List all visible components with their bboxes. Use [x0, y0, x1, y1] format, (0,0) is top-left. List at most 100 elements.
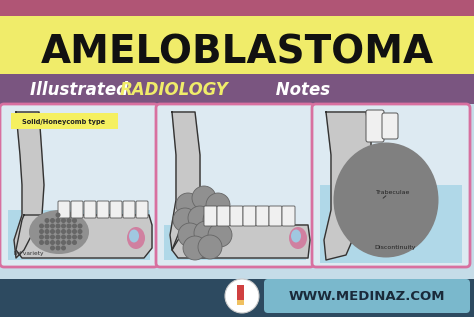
Bar [0, 279, 474, 317]
Circle shape [183, 236, 207, 260]
Circle shape [67, 235, 71, 239]
FancyBboxPatch shape [0, 104, 158, 267]
Circle shape [73, 241, 76, 244]
FancyBboxPatch shape [204, 206, 217, 226]
Ellipse shape [29, 210, 89, 254]
FancyBboxPatch shape [58, 201, 70, 218]
FancyBboxPatch shape [217, 206, 230, 226]
FancyBboxPatch shape [282, 206, 295, 226]
FancyBboxPatch shape [312, 104, 470, 267]
Circle shape [40, 241, 43, 244]
Circle shape [56, 241, 60, 244]
Polygon shape [14, 112, 44, 258]
Circle shape [73, 235, 76, 239]
Polygon shape [170, 112, 200, 250]
Text: lid variety: lid variety [14, 251, 44, 256]
Circle shape [176, 193, 200, 217]
Circle shape [51, 224, 55, 228]
Circle shape [225, 279, 259, 313]
Text: WWW.MEDINAZ.COM: WWW.MEDINAZ.COM [289, 290, 445, 303]
Bar [237, 285, 244, 303]
Circle shape [51, 246, 55, 250]
Circle shape [45, 224, 49, 228]
FancyBboxPatch shape [366, 110, 384, 142]
FancyBboxPatch shape [97, 201, 109, 218]
Circle shape [56, 213, 60, 217]
Circle shape [51, 219, 55, 222]
FancyBboxPatch shape [11, 113, 118, 129]
Bar [0, 0, 474, 16]
Bar [0, 16, 474, 74]
Ellipse shape [129, 230, 139, 243]
Circle shape [67, 224, 71, 228]
Bar [164, 225, 306, 260]
Text: Trabeculae: Trabeculae [376, 190, 410, 195]
Circle shape [45, 235, 49, 239]
Bar [320, 185, 462, 263]
Circle shape [194, 221, 218, 245]
Bar [0, 104, 474, 279]
Circle shape [62, 235, 65, 239]
Circle shape [51, 235, 55, 239]
FancyBboxPatch shape [156, 104, 314, 267]
Circle shape [78, 235, 82, 239]
Polygon shape [324, 112, 371, 260]
Circle shape [62, 224, 65, 228]
Text: Solid/Honeycomb type: Solid/Honeycomb type [22, 119, 106, 125]
Circle shape [73, 230, 76, 233]
Circle shape [67, 230, 71, 233]
Circle shape [40, 224, 43, 228]
Text: Illustrated: Illustrated [30, 81, 134, 99]
FancyBboxPatch shape [123, 201, 135, 218]
FancyBboxPatch shape [110, 201, 122, 218]
Bar [0, 74, 474, 104]
Circle shape [67, 241, 71, 244]
Circle shape [178, 223, 202, 247]
Circle shape [56, 235, 60, 239]
FancyBboxPatch shape [264, 279, 470, 313]
Circle shape [45, 219, 49, 222]
Ellipse shape [289, 227, 307, 249]
Circle shape [62, 230, 65, 233]
Circle shape [173, 208, 197, 232]
Circle shape [62, 219, 65, 222]
FancyBboxPatch shape [136, 201, 148, 218]
Circle shape [56, 230, 60, 233]
Ellipse shape [127, 227, 145, 249]
FancyBboxPatch shape [230, 206, 243, 226]
Bar [8, 210, 150, 260]
Circle shape [40, 230, 43, 233]
Circle shape [188, 206, 212, 230]
Polygon shape [172, 225, 310, 258]
FancyBboxPatch shape [84, 201, 96, 218]
Circle shape [192, 186, 216, 210]
Text: AMELOBLASTOMA: AMELOBLASTOMA [40, 33, 434, 71]
Circle shape [56, 219, 60, 222]
Circle shape [78, 230, 82, 233]
Circle shape [56, 246, 60, 250]
Bar [237, 300, 244, 305]
Circle shape [206, 193, 230, 217]
FancyBboxPatch shape [382, 113, 398, 139]
Circle shape [45, 230, 49, 233]
Circle shape [56, 224, 60, 228]
FancyBboxPatch shape [256, 206, 269, 226]
Text: Discontinuity: Discontinuity [374, 245, 416, 250]
Ellipse shape [334, 143, 438, 257]
FancyBboxPatch shape [243, 206, 256, 226]
Circle shape [203, 208, 227, 232]
Circle shape [198, 235, 222, 259]
Ellipse shape [291, 230, 301, 243]
Circle shape [67, 219, 71, 222]
Circle shape [51, 241, 55, 244]
Circle shape [208, 223, 232, 247]
Circle shape [62, 241, 65, 244]
Circle shape [73, 219, 76, 222]
Circle shape [51, 230, 55, 233]
Circle shape [62, 246, 65, 250]
Circle shape [78, 224, 82, 228]
Text: RADIOLOGY: RADIOLOGY [120, 81, 229, 99]
FancyBboxPatch shape [71, 201, 83, 218]
Circle shape [45, 241, 49, 244]
Circle shape [40, 235, 43, 239]
